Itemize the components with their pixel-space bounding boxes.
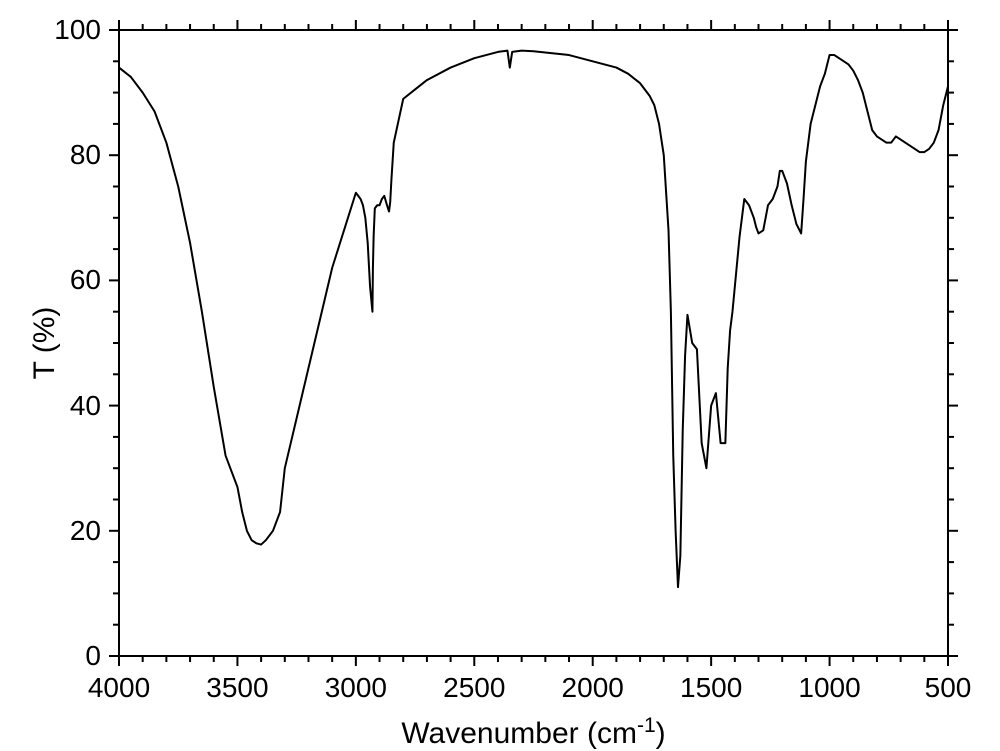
y-axis-label: T (%) [28,307,62,380]
y-tick-label: 60 [70,264,101,296]
y-tick-label: 100 [54,14,101,46]
x-tick-label: 2000 [562,672,624,704]
x-axis-label-text: Wavenumber (cm [401,717,637,750]
plot-area [119,30,948,656]
y-tick-label: 0 [85,640,101,672]
x-tick-label: 2500 [443,672,505,704]
ftir-spectrum-chart: T (%) Wavenumber (cm-1) 4000350030002500… [0,0,1000,744]
x-axis-label-super: -1 [637,714,656,737]
y-tick-label: 40 [70,390,101,422]
x-tick-label: 4000 [88,672,150,704]
x-tick-label: 3500 [206,672,268,704]
x-tick-label: 1500 [680,672,742,704]
y-tick-label: 20 [70,515,101,547]
x-tick-label: 1000 [798,672,860,704]
x-tick-label: 500 [925,672,972,704]
y-tick-label: 80 [70,139,101,171]
y-axis-label-text: T (%) [28,307,61,380]
x-tick-label: 3000 [325,672,387,704]
x-axis-label: Wavenumber (cm-1) [401,714,665,751]
x-axis-label-suffix: ) [656,717,666,750]
